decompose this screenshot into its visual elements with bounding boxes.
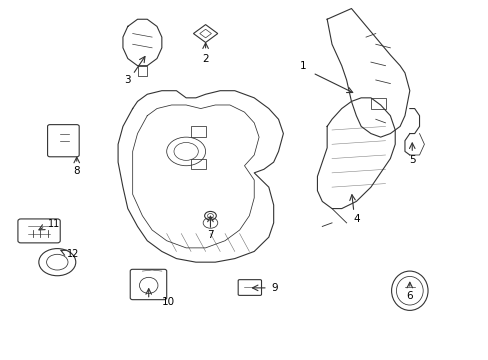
Text: 4: 4 <box>352 214 359 224</box>
Text: 8: 8 <box>73 166 80 176</box>
Text: 7: 7 <box>207 230 213 240</box>
Text: 5: 5 <box>408 156 415 165</box>
Text: 1: 1 <box>299 61 305 71</box>
Text: 12: 12 <box>67 249 79 259</box>
Text: 3: 3 <box>124 75 131 85</box>
Text: 9: 9 <box>271 283 277 293</box>
Text: 6: 6 <box>406 291 412 301</box>
Text: 11: 11 <box>47 219 60 229</box>
Text: 2: 2 <box>202 54 208 64</box>
Text: 10: 10 <box>162 297 175 307</box>
